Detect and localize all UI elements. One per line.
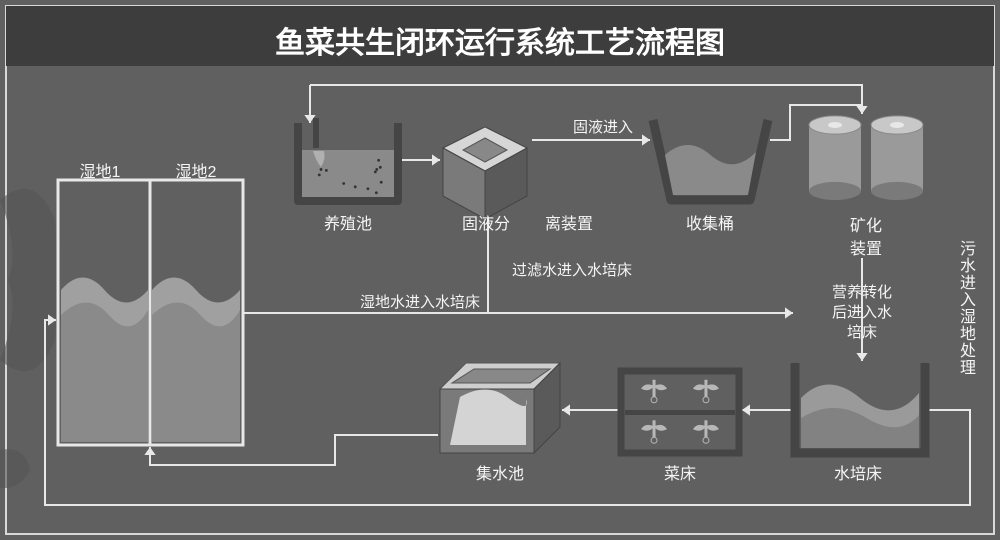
edge-sewage: 污水进入湿地处理 [953, 240, 977, 376]
cylinder-label1: 矿化 [716, 212, 1000, 236]
diagram-canvas: 鱼菜共生闭环运行系统工艺流程图湿地1湿地2养殖池固液分离装置收集桶矿化装置水培床… [0, 0, 1000, 540]
edge-filter-enter: 过滤水进入水培床 [422, 259, 722, 280]
sump-label: 集水池 [350, 460, 650, 484]
edge-solid-enter: 固液进入 [453, 116, 753, 137]
wetland2-label: 湿地2 [46, 158, 346, 182]
edge-top-loop [310, 85, 862, 114]
edge-wet-enter: 湿地水进入水培床 [270, 291, 570, 312]
diagram-title: 鱼菜共生闭环运行系统工艺流程图 [0, 18, 1000, 62]
